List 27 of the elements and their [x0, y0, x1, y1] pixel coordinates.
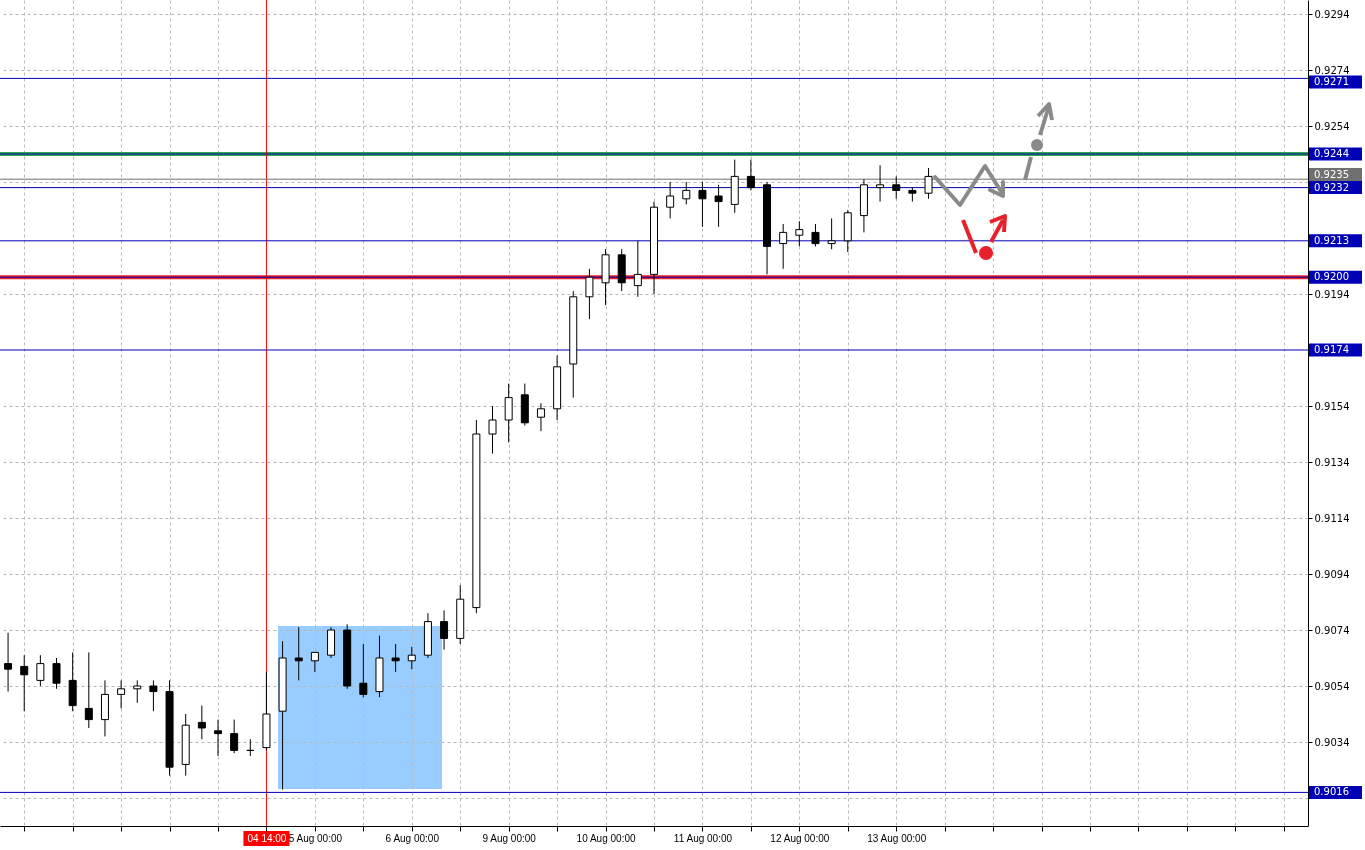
x-tick-label: 04 14:00 — [247, 832, 287, 844]
x-tick-label: 9 Aug 00:00 — [482, 832, 537, 844]
ref-line-label: 0.9232 — [1314, 181, 1349, 193]
ref-line-label: 0.9200 — [1314, 271, 1349, 283]
y-tick-label: 0.9094 — [1314, 568, 1350, 580]
y-tick-label: 0.9134 — [1314, 456, 1350, 468]
x-tick-label: 10 Aug 00:00 — [576, 832, 636, 844]
x-tick-label: 5 Aug 00:00 — [288, 832, 343, 844]
ref-line-label: 0.9016 — [1314, 786, 1349, 798]
ref-line-label: 0.9244 — [1314, 148, 1349, 159]
y-tick-label: 0.9274 — [1314, 64, 1350, 76]
x-tick-label: 12 Aug 00:00 — [770, 832, 830, 844]
y-tick-label: 0.9254 — [1314, 120, 1350, 132]
y-tick-label: 0.9054 — [1314, 680, 1350, 692]
ref-line-label: 0.9271 — [1314, 76, 1349, 87]
x-tick-label: 6 Aug 00:00 — [385, 832, 440, 844]
y-tick-label: 0.9294 — [1314, 8, 1350, 20]
ref-line-label: 0.9213 — [1314, 234, 1349, 246]
ref-line-label: 0.9174 — [1314, 344, 1349, 355]
x-tick-label: 11 Aug 00:00 — [673, 832, 733, 844]
ref-line-label: 0.9235 — [1314, 168, 1349, 180]
x-tick-label: 13 Aug 00:00 — [867, 832, 927, 844]
y-tick-label: 0.9114 — [1314, 512, 1350, 524]
y-tick-label: 0.9194 — [1314, 288, 1350, 300]
y-tick-label: 0.9034 — [1314, 736, 1350, 748]
y-tick-label: 0.9074 — [1314, 624, 1350, 636]
y-tick-label: 0.9154 — [1314, 400, 1350, 412]
